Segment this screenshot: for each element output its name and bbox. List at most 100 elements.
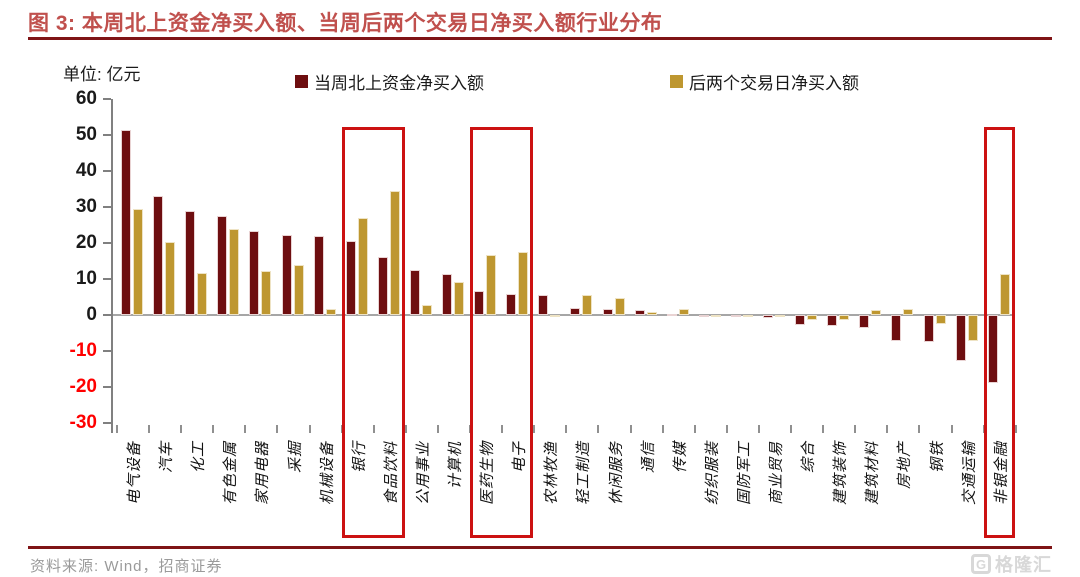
category-label-电气设备: 电气设备 (126, 441, 143, 506)
x-axis-category-tick (436, 425, 439, 433)
bar-采掘-next-two-days (293, 265, 304, 315)
legend-swatch-dark-red (295, 75, 308, 88)
bar-家用电器-next-two-days (261, 271, 272, 315)
y-tick-label: 50 (75, 124, 97, 145)
category-label-anchor: 钢铁 (926, 441, 958, 473)
x-axis-category-tick (854, 425, 857, 433)
data-source-note: 资料来源: Wind，招商证券 (30, 558, 223, 575)
axis-unit-label: 单位: 亿元 (63, 65, 141, 84)
y-axis-tick (103, 422, 111, 424)
category-label-钢铁: 钢铁 (928, 441, 946, 474)
bar-医药生物-next-two-days (486, 255, 497, 315)
bar-建筑材料-current-week (859, 315, 870, 328)
x-axis-category-tick (950, 425, 953, 433)
y-axis-line (111, 99, 113, 433)
highlight-box-银行-食品饮料 (341, 127, 405, 538)
gelonghui-logo: G 格隆汇 (971, 551, 1052, 577)
footer-divider (28, 546, 1052, 549)
x-axis-category-tick (372, 425, 375, 433)
category-label-传媒: 传媒 (671, 441, 689, 474)
x-axis-category-tick (629, 425, 632, 433)
category-label-机械设备: 机械设备 (318, 441, 336, 506)
bar-钢铁-current-week (923, 315, 934, 342)
x-axis-category-tick (886, 425, 889, 433)
bar-公用事业-current-week (409, 269, 420, 315)
figure-title-text: 本周北上资金净买入额、当周后两个交易日净买入额行业分布 (81, 12, 663, 35)
category-label-通信: 通信 (639, 441, 657, 474)
bar-通信-next-two-days (646, 312, 657, 315)
bar-休闲服务-current-week (602, 308, 613, 315)
x-axis-category-tick (212, 425, 215, 433)
category-label-计算机: 计算机 (447, 441, 464, 490)
x-axis-category-tick (276, 425, 279, 433)
bar-汽车-current-week (153, 196, 164, 315)
bar-有色金属-current-week (217, 216, 228, 315)
category-label-公用事业: 公用事业 (414, 441, 432, 506)
bar-采掘-current-week (281, 234, 292, 315)
highlight-box-医药生物-电子 (470, 127, 534, 538)
y-axis-tick (103, 134, 111, 136)
category-label-交通运输: 交通运输 (960, 441, 978, 506)
bar-非银金融-current-week (987, 315, 998, 384)
y-axis-tick (103, 314, 111, 316)
y-tick-label: -20 (69, 376, 97, 397)
category-label-建筑材料: 建筑材料 (864, 441, 882, 506)
bar-传媒-current-week (666, 313, 677, 316)
bar-商业贸易-current-week (763, 315, 773, 319)
x-axis-category-tick (148, 425, 151, 433)
bar-公用事业-next-two-days (421, 305, 432, 315)
bar-机械设备-next-two-days (325, 308, 336, 315)
gelonghui-logo-icon: G (971, 554, 991, 574)
x-axis-category-tick (918, 425, 921, 433)
bar-商业贸易-next-two-days (775, 315, 785, 317)
bar-有色金属-next-two-days (229, 228, 240, 315)
bar-纺织服装-next-two-days (710, 315, 721, 317)
category-label-农林牧渔: 农林牧渔 (543, 441, 561, 506)
category-label-房地产: 房地产 (896, 441, 914, 490)
x-axis-category-tick (308, 425, 311, 433)
bar-计算机-current-week (442, 273, 452, 315)
bar-房地产-current-week (891, 315, 902, 341)
x-axis-category-tick (757, 425, 760, 433)
bar-国防军工-next-two-days (742, 315, 753, 317)
bar-交通运输-next-two-days (967, 315, 978, 342)
figure-label: 图 3: (28, 12, 76, 35)
category-label-anchor: 采掘 (284, 441, 316, 473)
y-axis-tick (103, 98, 111, 100)
x-axis-category-tick (533, 425, 536, 433)
x-axis-category-tick (982, 425, 985, 433)
zero-baseline (113, 314, 1014, 316)
bar-建筑材料-next-two-days (871, 309, 882, 315)
bar-化工-current-week (185, 210, 196, 315)
legend-label-next-two-days: 后两个交易日净买入额 (689, 74, 859, 93)
category-label-anchor: 通信 (637, 441, 669, 473)
bar-家用电器-current-week (249, 230, 260, 315)
x-axis-category-tick (597, 425, 600, 433)
category-label-商业贸易: 商业贸易 (768, 441, 785, 506)
bar-机械设备-current-week (313, 235, 324, 315)
legend-label-current-week: 当周北上资金净买入额 (314, 74, 484, 93)
bar-农林牧渔-next-two-days (550, 315, 561, 318)
bar-轻工制造-current-week (570, 307, 581, 315)
bar-电气设备-current-week (121, 129, 131, 315)
y-axis-tick (103, 242, 111, 244)
bar-交通运输-current-week (955, 315, 966, 361)
bar-医药生物-current-week (474, 290, 485, 315)
bar-计算机-next-two-days (454, 282, 464, 315)
bar-综合-next-two-days (807, 315, 818, 321)
category-label-建筑装饰: 建筑装饰 (832, 441, 850, 506)
gelonghui-logo-text: 格隆汇 (995, 555, 1052, 575)
category-label-国防军工: 国防军工 (735, 441, 753, 506)
title-divider (28, 37, 1052, 40)
bar-休闲服务-next-two-days (614, 298, 625, 315)
y-axis-tick (103, 206, 111, 208)
y-tick-label: 60 (75, 88, 97, 109)
category-label-anchor: 综合 (797, 441, 829, 473)
x-axis-category-tick (244, 425, 247, 433)
y-axis-tick (103, 170, 111, 172)
x-axis-category-tick (501, 425, 504, 433)
category-label-纺织服装: 纺织服装 (703, 441, 721, 506)
bar-国防军工-current-week (730, 315, 741, 318)
